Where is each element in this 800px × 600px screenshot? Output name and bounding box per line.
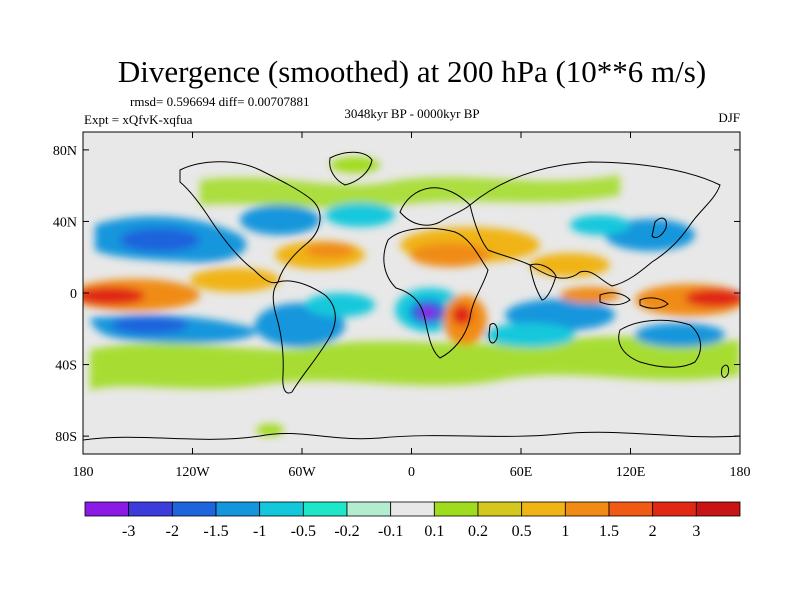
colorbar-label: 0.1 [424,523,444,540]
field-arctic-patch [330,157,380,173]
y-tick-label: 40S [55,359,77,374]
colorbar-swatch [521,501,566,517]
chart-title: Divergence (smoothed) at 200 hPa (10**6 … [118,54,706,89]
field-wpac-red [685,289,740,307]
field-amazon-cyan [305,293,375,317]
coast-africa [383,227,489,359]
colorbar-swatch [171,501,217,517]
field-indian-convergence [505,299,615,331]
colorbar-label: 0.2 [468,523,488,540]
y-tick-label: 40N [53,215,77,230]
field-natl-cyan [325,203,395,227]
coastlines [83,151,740,441]
colorbar-swatch [259,501,304,517]
map-panel: 180 120W 60W 0 60E 120E 180 80N 40N 0 40S 80S [53,131,751,480]
field-northern-band [200,175,620,209]
field-spac-core [112,316,188,334]
colorbar-swatch [390,501,435,517]
period-label: 3048kyr BP - 0000kyr BP [344,106,479,121]
colorbar-label: -1 [253,523,266,540]
field-indian-cyan [485,323,575,347]
colorbar-label: -0.1 [378,523,403,540]
colorbar-label: -0.5 [291,523,316,540]
season-label: DJF [718,110,740,125]
coast-asia [469,161,721,287]
experiment-label: Expt = xQfvK-xqfua [84,112,193,127]
y-tick-label: 80S [55,430,77,445]
colorbar-label: 0.5 [512,523,532,540]
field-swpac-convergence [635,323,725,347]
field-antarctic-patch [256,424,284,436]
colorbar-swatch [128,501,173,517]
y-tick-label: 0 [70,287,77,302]
colorbar-label: 1 [561,523,569,540]
colorbar-swatch [215,501,261,517]
colorbar-swatch [346,501,392,517]
colorbar-swatch [652,501,697,517]
colorbar-swatch [433,501,479,517]
field-eastpac-red [83,287,145,305]
coast-india [529,263,557,301]
colorbar-label: -1.5 [203,523,228,540]
coast-greenland [329,151,373,186]
y-tick-label: 80N [53,144,77,159]
x-tick-label: 180 [73,465,94,480]
colorbar-label: -2 [166,523,179,540]
field-natl-convergence [240,205,320,235]
x-tick-label: 0 [408,465,415,480]
field-atl-orange [305,242,355,258]
coast-japan [651,217,667,239]
x-tick-label: 60W [288,465,316,480]
coast-new-zealand [721,364,729,378]
coast-south-america [272,280,336,394]
field-npac-core [120,228,200,252]
x-tick-label: 180 [730,465,751,480]
field-southern-band [90,336,740,390]
x-tick-label: 120W [175,465,210,480]
colorbar-swatch [564,501,610,517]
colorbar-swatch [608,501,654,517]
colorbar-label: 3 [692,523,700,540]
field-indian-divergence [560,287,620,303]
field-sahara-orange [410,243,490,267]
x-tick-label: 60E [510,465,533,480]
stats-label: rmsd= 0.596694 diff= 0.00707881 [130,94,309,109]
colorbar: -3 -2 -1.5 -1 -0.5 -0.2 -0.1 0.1 0.2 0.5 1 1.5 2 3 [84,501,741,540]
colorbar-label: -0.2 [334,523,359,540]
x-tick-label: 120E [616,465,646,480]
divergence-field [83,151,740,441]
field-eafrica-red [452,305,472,325]
field-africa-min [419,307,437,319]
field-nwpac-cyan [570,215,630,235]
coast-antarctica [83,431,740,441]
colorbar-swatch [695,501,741,517]
field-asia-divergence [530,253,610,277]
colorbar-label: 2 [649,523,657,540]
axis-ticks: 180 120W 60W 0 60E 120E 180 80N 40N 0 40S 80S [53,132,751,480]
colorbar-label: 1.5 [599,523,619,540]
colorbar-swatch [302,501,348,517]
colorbar-swatch [477,501,523,517]
colorbar-swatch [84,501,130,517]
coast-australia [618,319,702,368]
colorbar-label: -3 [122,523,135,540]
coast-maritime-continent [599,292,669,309]
coast-madagascar [488,323,498,344]
coast-north-america [179,161,321,284]
